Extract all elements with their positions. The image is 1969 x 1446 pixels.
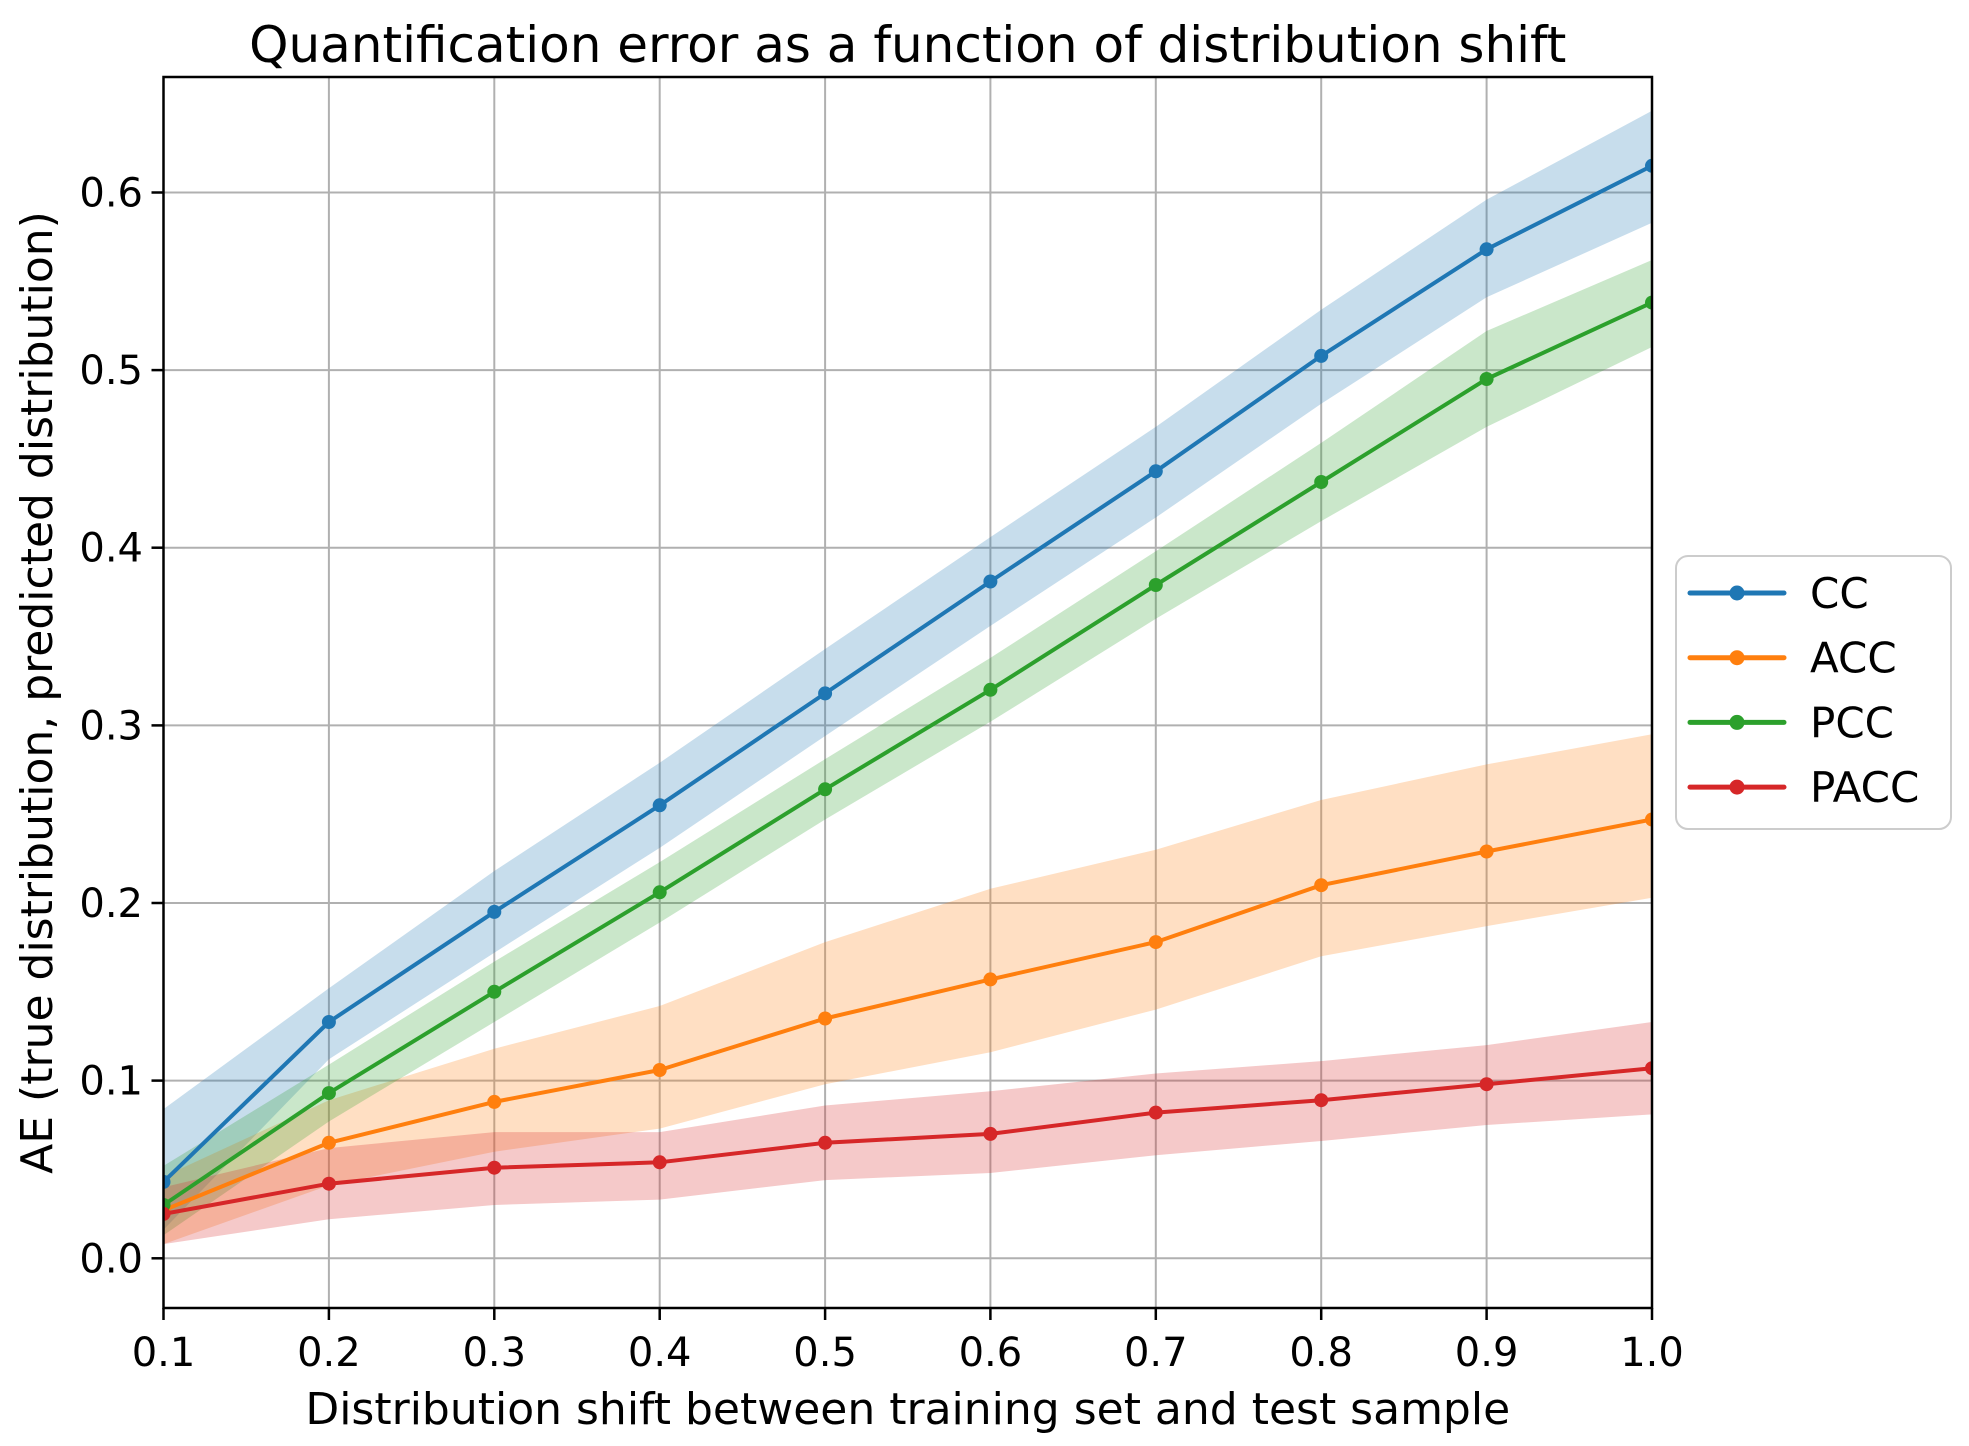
y-tick-label: 0.2: [79, 881, 143, 927]
legend-item-acc: ACC: [1687, 634, 1897, 683]
x-axis-label: Distribution shift between training set …: [305, 1384, 1510, 1435]
x-tick-label: 0.8: [1289, 1330, 1353, 1376]
data-point-pacc: [163, 1206, 171, 1221]
legend-box: [1675, 555, 1952, 830]
confidence-band-layer: [163, 110, 1652, 1245]
data-point-cc: [1645, 158, 1652, 173]
series-line-acc: [163, 817, 1652, 1213]
y-tick-label: 0.3: [79, 703, 143, 749]
x-tick-label: 0.5: [793, 1330, 857, 1376]
legend-label: CC: [1810, 569, 1869, 618]
data-point-acc: [1314, 878, 1329, 893]
plot-border: [162, 75, 1654, 1310]
data-point-pcc: [1645, 295, 1652, 310]
legend-item-pcc: PCC: [1687, 698, 1894, 747]
series-line-pacc: [163, 1066, 1652, 1216]
legend-marker: [1729, 585, 1745, 601]
legend-item-cc: CC: [1687, 569, 1869, 618]
x-tick-label: 0.9: [1455, 1330, 1519, 1376]
tick-layer: 0.1 0.2 0.3 0.4 0.5 0.6 0.7 0.8 0.9 1.0 0.0 0.1 0.2 0…: [79, 171, 1683, 1377]
confidence-band-pacc: [163, 1022, 1652, 1245]
data-point-pacc: [818, 1135, 833, 1150]
data-point-pacc: [1645, 1061, 1652, 1076]
y-tick-label: 0.0: [79, 1236, 143, 1282]
data-point-acc: [1479, 844, 1494, 859]
chart-title: Quantification error as a function of di…: [249, 16, 1566, 74]
data-point-pcc: [652, 885, 667, 900]
data-point-pacc: [652, 1155, 667, 1170]
data-point-pacc: [487, 1160, 502, 1175]
y-tick-label: 0.1: [79, 1059, 143, 1105]
data-point-cc: [1479, 242, 1494, 257]
data-point-acc: [487, 1094, 502, 1109]
confidence-band-cc: [163, 110, 1652, 1230]
x-tick-label: 0.4: [628, 1330, 692, 1376]
x-tick-label: 0.1: [132, 1330, 196, 1376]
data-point-pcc: [1314, 475, 1329, 489]
data-point-pacc: [1314, 1093, 1329, 1108]
series-line-layer: [163, 158, 1652, 1221]
legend-label: PACC: [1810, 763, 1919, 812]
data-point-acc: [321, 1135, 336, 1150]
data-point-pacc: [321, 1176, 336, 1191]
confidence-band-acc: [163, 734, 1652, 1245]
data-point-cc: [818, 686, 833, 701]
data-point-pacc: [1479, 1077, 1494, 1092]
data-point-pcc: [1479, 372, 1494, 386]
data-point-acc: [652, 1063, 667, 1077]
data-point-cc: [652, 798, 667, 813]
data-point-cc: [1148, 464, 1163, 479]
data-point-pcc: [1148, 578, 1163, 592]
data-point-pcc: [487, 984, 502, 999]
y-axis-label: AE (true distribution, predicted distrib…: [12, 211, 63, 1174]
y-tick-label: 0.6: [79, 171, 143, 217]
x-tick-label: 0.7: [1124, 1330, 1188, 1376]
data-point-cc: [487, 904, 502, 919]
data-point-cc: [163, 1174, 171, 1189]
x-tick-label: 1.0: [1620, 1330, 1684, 1376]
data-point-cc: [1314, 348, 1329, 363]
data-point-acc: [1645, 812, 1652, 827]
legend-item-pacc: PACC: [1687, 763, 1919, 812]
legend-label: ACC: [1810, 634, 1897, 683]
legend: CC ACC PCC PACC: [1675, 555, 1952, 830]
x-tick-label: 0.6: [959, 1330, 1023, 1376]
x-tick-label: 0.2: [297, 1330, 361, 1376]
legend-marker: [1729, 779, 1745, 795]
data-point-pcc: [983, 682, 998, 697]
data-point-acc: [983, 972, 998, 987]
legend-marker: [1729, 650, 1745, 666]
y-tick-label: 0.4: [79, 526, 143, 572]
data-point-pcc: [321, 1086, 336, 1101]
x-tick-label: 0.3: [462, 1330, 526, 1376]
data-point-pacc: [983, 1126, 998, 1141]
series-line-cc: [163, 163, 1652, 1184]
legend-marker: [1729, 714, 1745, 730]
data-point-acc: [818, 1011, 833, 1026]
series-line-pcc: [163, 300, 1652, 1207]
data-point-cc: [321, 1015, 336, 1029]
data-point-pacc: [1148, 1105, 1163, 1120]
data-point-acc: [1148, 935, 1163, 950]
axes-spines: [162, 75, 1654, 1310]
legend-label: PCC: [1810, 698, 1894, 747]
data-point-cc: [983, 574, 998, 589]
confidence-band-pcc: [163, 260, 1652, 1236]
data-point-pcc: [818, 782, 833, 797]
y-tick-label: 0.5: [79, 348, 143, 394]
